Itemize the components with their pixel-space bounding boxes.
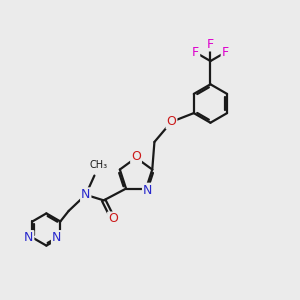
Text: O: O [108,212,118,226]
Text: O: O [131,150,141,163]
Text: N: N [81,188,90,201]
Text: F: F [207,38,214,50]
Text: O: O [167,115,176,128]
Text: F: F [192,46,199,59]
Text: N: N [52,231,61,244]
Text: N: N [143,184,152,196]
Text: F: F [222,46,229,59]
Text: N: N [24,231,33,244]
Text: CH₃: CH₃ [89,160,107,170]
